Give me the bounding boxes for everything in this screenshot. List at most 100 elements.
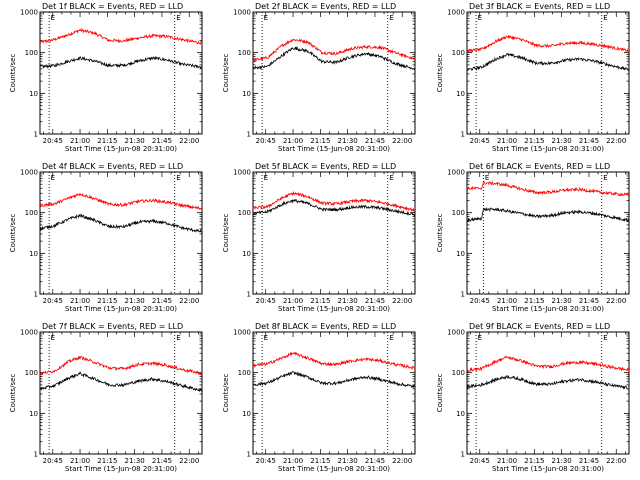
x-tick-label: 22:00 [392, 137, 412, 145]
y-tick-label: 100 [452, 369, 465, 377]
x-tick-label: 21:00 [70, 457, 90, 465]
det-panel-8: Det 8f BLACK = Events, RED = LLD 1 10 100 10… [222, 322, 416, 473]
events-series-line [40, 213, 202, 233]
y-axis-label: Counts/sec [222, 374, 230, 413]
y-tick-label: 10 [242, 90, 251, 98]
det-panel-6: Det 6f BLACK = Events, RED = LLD 1 10 100 10… [436, 162, 630, 313]
x-tick-label: 21:45 [579, 457, 599, 465]
panel-title: Det 4f BLACK = Events, RED = LLD [42, 162, 183, 171]
y-axis-label: Counts/sec [9, 54, 17, 93]
det-panel-2: Det 2f BLACK = Events, RED = LLD 1 10 100 10… [222, 2, 416, 153]
plot-frame [466, 11, 630, 135]
panel-title: Det 9f BLACK = Events, RED = LLD [469, 322, 610, 331]
y-tick-label: 100 [25, 49, 38, 57]
event-marker-label: E [603, 14, 607, 22]
x-tick-label: 21:15 [524, 137, 544, 145]
y-tick-label: 10 [456, 410, 465, 418]
x-tick-label: 21:45 [579, 137, 599, 145]
plot-frame [39, 331, 203, 455]
x-tick-label: 22:00 [606, 457, 626, 465]
lld-series-line [467, 181, 629, 197]
y-tick-label: 10 [242, 410, 251, 418]
panel-title: Det 5f BLACK = Events, RED = LLD [255, 162, 396, 171]
x-axis-label: Start Time (15-Jun-08 20:31:00) [492, 465, 604, 473]
panel-title: Det 7f BLACK = Events, RED = LLD [42, 322, 183, 331]
y-tick-label: 10 [456, 250, 465, 258]
event-marker-label: E [51, 334, 55, 342]
y-tick-label: 1 [34, 291, 38, 299]
y-tick-label: 1 [34, 451, 38, 459]
y-axis-label: Counts/sec [222, 214, 230, 253]
x-tick-label: 21:30 [552, 137, 572, 145]
x-tick-label: 21:30 [552, 297, 572, 305]
x-tick-label: 21:45 [152, 137, 172, 145]
x-tick-label: 21:15 [97, 457, 117, 465]
plot-frame [39, 171, 203, 295]
x-tick-label: 22:00 [392, 297, 412, 305]
events-series-line [467, 206, 629, 222]
x-tick-label: 20:45 [43, 137, 63, 145]
plot-frame [252, 331, 416, 455]
x-tick-label: 22:00 [179, 457, 199, 465]
lld-series-line [467, 35, 629, 54]
events-series-line [467, 52, 629, 72]
x-tick-label: 21:00 [70, 137, 90, 145]
x-tick-label: 20:45 [256, 297, 276, 305]
event-marker-label: E [389, 174, 393, 182]
x-tick-label: 20:45 [43, 457, 63, 465]
x-tick-label: 20:45 [470, 297, 490, 305]
panel-title: Det 3f BLACK = Events, RED = LLD [469, 2, 610, 11]
x-tick-label: 20:45 [256, 137, 276, 145]
event-marker-label: E [264, 14, 268, 22]
lld-series-line [40, 27, 202, 45]
y-tick-label: 10 [29, 410, 38, 418]
y-axis-label: Counts/sec [222, 54, 230, 93]
y-tick-label: 1 [34, 131, 38, 139]
y-tick-label: 10 [29, 90, 38, 98]
y-tick-label: 100 [238, 49, 251, 57]
x-tick-label: 21:15 [97, 137, 117, 145]
events-series-line [253, 46, 415, 71]
x-tick-label: 22:00 [392, 457, 412, 465]
event-marker-label: E [176, 334, 180, 342]
y-tick-label: 100 [238, 369, 251, 377]
x-tick-label: 21:00 [497, 137, 517, 145]
y-axis-label: Counts/sec [9, 374, 17, 413]
event-marker-label: E [176, 14, 180, 22]
y-tick-label: 100 [452, 49, 465, 57]
x-tick-label: 21:30 [338, 137, 358, 145]
det-panel-4: Det 4f BLACK = Events, RED = LLD 1 10 100 10… [9, 162, 203, 313]
panel-title: Det 2f BLACK = Events, RED = LLD [255, 2, 396, 11]
x-tick-label: 20:45 [256, 457, 276, 465]
x-tick-label: 21:00 [497, 297, 517, 305]
x-tick-label: 21:45 [152, 297, 172, 305]
event-marker-label: E [264, 334, 268, 342]
y-tick-label: 100 [238, 209, 251, 217]
lld-series-line [467, 355, 629, 373]
lld-series-line [40, 355, 202, 376]
y-tick-label: 1 [461, 131, 465, 139]
y-axis-label: Counts/sec [436, 214, 444, 253]
y-axis-label: Counts/sec [436, 54, 444, 93]
x-tick-label: 22:00 [606, 297, 626, 305]
det-panel-9: Det 9f BLACK = Events, RED = LLD 1 10 100 10… [436, 322, 630, 473]
x-tick-label: 21:15 [310, 457, 330, 465]
y-tick-label: 1 [247, 131, 251, 139]
x-tick-label: 21:15 [524, 297, 544, 305]
event-marker-label: E [485, 174, 489, 182]
y-tick-label: 1 [461, 451, 465, 459]
event-marker-label: E [478, 334, 482, 342]
x-tick-label: 21:45 [365, 297, 385, 305]
plot-frame [252, 11, 416, 135]
x-tick-label: 21:15 [97, 297, 117, 305]
event-marker-label: E [389, 14, 393, 22]
events-series-line [40, 55, 202, 70]
y-tick-label: 10 [29, 250, 38, 258]
x-tick-label: 20:45 [470, 137, 490, 145]
y-tick-label: 10 [242, 250, 251, 258]
y-tick-label: 1 [247, 451, 251, 459]
x-tick-label: 21:45 [365, 137, 385, 145]
det-panel-1: Det 1f BLACK = Events, RED = LLD 1 10 100 10… [9, 2, 203, 153]
lld-series-line [40, 192, 202, 211]
x-tick-label: 22:00 [179, 297, 199, 305]
